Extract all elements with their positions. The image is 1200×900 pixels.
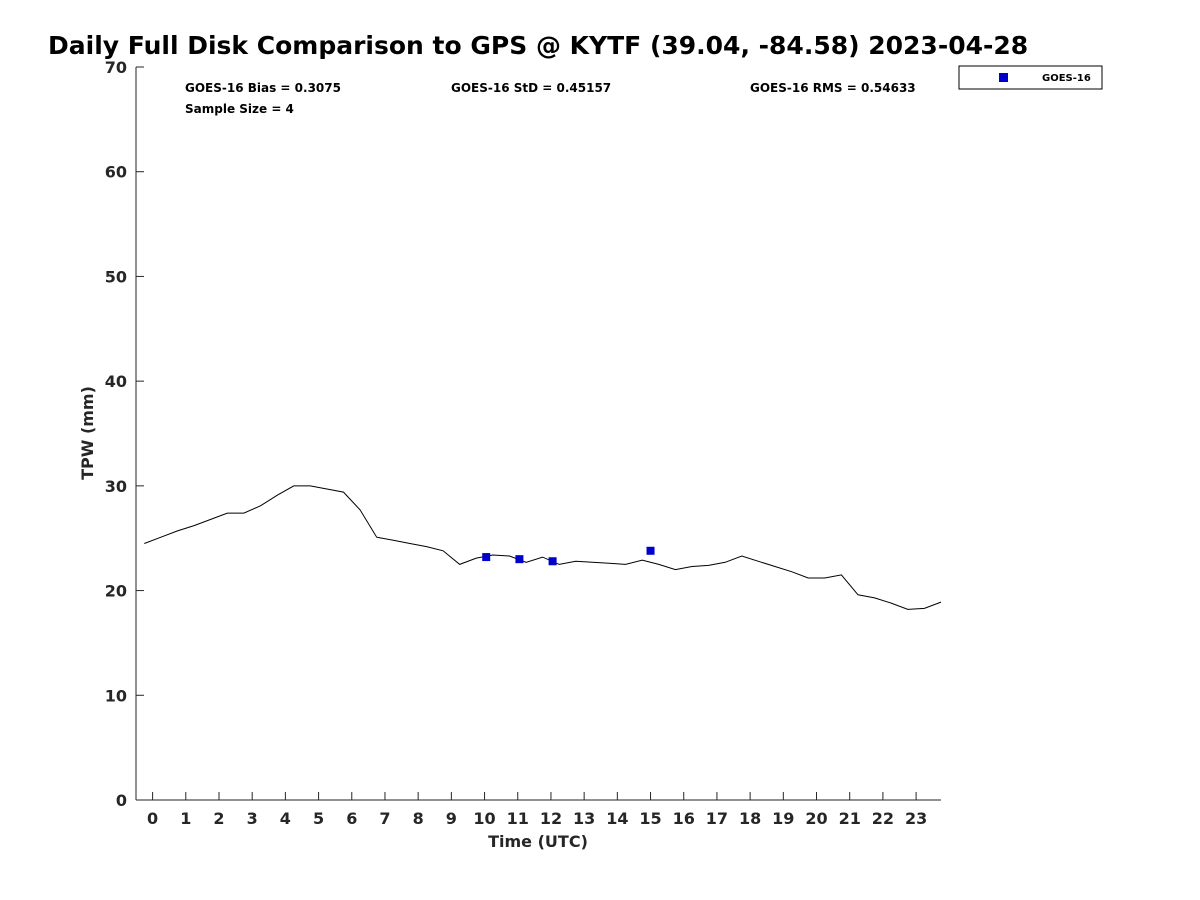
x-tick-label: 2 [213, 809, 224, 828]
x-tick-label: 14 [606, 809, 628, 828]
x-tick-label: 10 [473, 809, 495, 828]
x-tick-label: 12 [540, 809, 562, 828]
y-tick-label: 50 [105, 267, 127, 286]
legend-box [958, 65, 1103, 90]
y-tick-label: 20 [105, 582, 127, 601]
y-tick-label: 40 [105, 372, 127, 391]
stat-std: GOES-16 StD = 0.45157 [451, 81, 611, 95]
x-tick-label: 7 [379, 809, 390, 828]
x-tick-label: 3 [247, 809, 258, 828]
legend: GOES-16 [958, 65, 1103, 90]
chart-title: Daily Full Disk Comparison to GPS @ KYTF… [48, 31, 1028, 60]
x-tick-label: 1 [180, 809, 191, 828]
gps-tpw-line [144, 485, 942, 610]
x-tick-label: 13 [573, 809, 595, 828]
x-axis-label: Time (UTC) [488, 832, 588, 851]
x-tick-label: 21 [839, 809, 861, 828]
x-tick-label: 17 [706, 809, 728, 828]
legend-marker [999, 73, 1008, 82]
stat-sample-size: Sample Size = 4 [185, 102, 294, 116]
x-tick-label: 20 [805, 809, 827, 828]
legend-label: GOES-16 [1042, 73, 1091, 84]
y-tick-label: 30 [105, 477, 127, 496]
x-tick-label: 18 [739, 809, 761, 828]
x-tick-label: 11 [507, 809, 529, 828]
goes16-point [482, 553, 491, 562]
y-axis: 0 10 20 30 40 50 60 70 [105, 58, 144, 810]
x-tick-label: 6 [346, 809, 357, 828]
goes16-point [646, 546, 655, 555]
x-tick-label: 23 [905, 809, 927, 828]
stat-bias: GOES-16 Bias = 0.3075 [185, 81, 341, 95]
x-tick-label: 15 [639, 809, 661, 828]
y-tick-label: 10 [105, 686, 127, 705]
y-tick-label: 0 [116, 791, 127, 810]
plot-series [144, 485, 942, 610]
x-tick-label: 5 [313, 809, 324, 828]
x-axis: 0 1 2 3 4 5 6 7 8 9 10 11 12 13 14 15 16 17 18 19 20 21 22 23 [136, 792, 941, 828]
y-axis-label: TPW (mm) [78, 386, 97, 480]
x-tick-label: 8 [413, 809, 424, 828]
x-tick-label: 9 [446, 809, 457, 828]
x-tick-label: 0 [147, 809, 158, 828]
x-tick-label: 22 [872, 809, 894, 828]
goes16-point [548, 557, 557, 566]
x-tick-label: 16 [673, 809, 695, 828]
y-tick-label: 70 [105, 58, 127, 77]
x-tick-label: 19 [772, 809, 794, 828]
x-tick-label: 4 [280, 809, 291, 828]
y-tick-label: 60 [105, 163, 127, 182]
goes16-point [515, 555, 524, 564]
stat-rms: GOES-16 RMS = 0.54633 [750, 81, 916, 95]
